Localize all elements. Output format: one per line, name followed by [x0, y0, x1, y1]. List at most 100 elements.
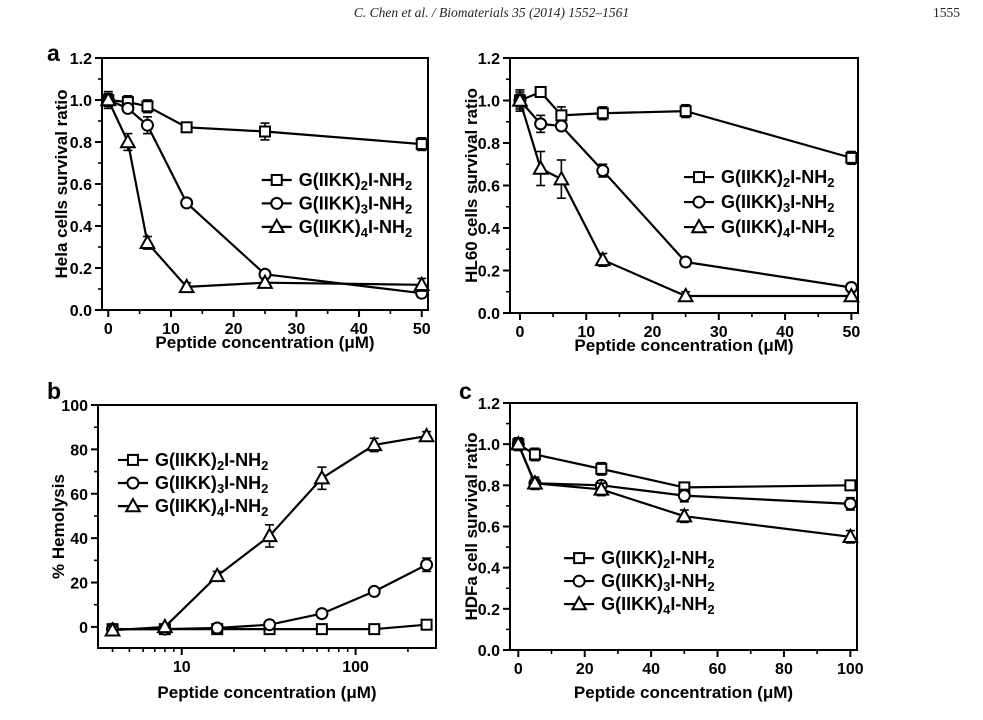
x-tick-label: 10: [173, 659, 191, 676]
x-tick-label: 0: [104, 321, 113, 338]
square-marker: [420, 618, 433, 631]
triangle-marker: [99, 90, 117, 107]
triangle-marker: [261, 526, 279, 543]
y-tick-label: 1.2: [70, 51, 92, 68]
x-tick-label: 80: [775, 661, 793, 678]
circle-marker: [572, 574, 586, 588]
chart-hdfa-survival: c 0 20 40 60 80 100 0.0 0.2 0.4 0.6 0.8 1.0 1.2 Pepti…: [456, 372, 868, 712]
square-marker: [573, 552, 586, 565]
triangle-marker: [208, 566, 226, 583]
y-tick-label: 1.0: [70, 93, 92, 110]
y-tick-label: 0: [79, 620, 88, 637]
x-axis-title: Peptide concentration (μM): [574, 683, 793, 702]
triangle-marker: [138, 233, 156, 249]
triangle-marker: [268, 217, 286, 234]
y-tick-label: 0.6: [478, 179, 500, 196]
y-tick-label: 20: [70, 576, 88, 593]
legend-entry: G(IIKK)2I-NH2: [261, 170, 412, 193]
square-marker: [693, 171, 705, 184]
legend-entry-label: G(IIKK)2I-NH2: [721, 167, 834, 190]
series-triangle: [99, 90, 431, 294]
triangle-marker: [552, 170, 570, 186]
y-tick-label: 40: [70, 531, 88, 548]
square-marker: [315, 623, 328, 636]
square-marker: [534, 86, 547, 98]
circle-marker: [140, 118, 154, 132]
y-tick-label: 0.6: [70, 177, 92, 194]
triangle-marker: [156, 617, 174, 634]
y-tick-label: 1.2: [478, 51, 500, 68]
circle-marker: [210, 621, 224, 635]
legend-entry-label: G(IIKK)2I-NH2: [299, 170, 412, 193]
chart-hemolysis-svg: 10 100 0 20 40 60 80 100 Peptide concentration (…: [49, 398, 437, 702]
x-tick-label: 40: [350, 321, 368, 338]
x-axis-title: Peptide concentration (μM): [155, 333, 374, 352]
y-tick-label: 0.8: [478, 136, 500, 153]
plot-frame: [97, 404, 437, 649]
triangle-marker: [677, 286, 695, 303]
journal-citation: C. Chen et al. / Biomaterials 35 (2014) …: [353, 5, 630, 20]
axes: 0 20 40 60 80 100 0.0 0.2 0.4 0.6 0.8 1.0 1.2: [478, 396, 864, 678]
circle-marker: [126, 476, 140, 490]
chart-hela-svg: 0 10 20 30 40 50 0.0 0.2 0.4 0.6 0.8 1.0 1.2 Peptide …: [52, 51, 431, 352]
circle-marker: [263, 618, 277, 632]
x-tick-label: 10: [162, 321, 180, 338]
legend-entry-label: G(IIKK)4I-NH2: [299, 217, 412, 240]
triangle-marker: [313, 469, 331, 485]
triangle-marker: [592, 480, 610, 496]
series-circle: [106, 557, 434, 636]
circle-marker: [315, 607, 329, 621]
triangle-marker: [526, 474, 544, 490]
x-tick-label: 50: [413, 321, 431, 338]
x-tick-label: 20: [225, 321, 243, 338]
triangle-marker: [570, 595, 588, 611]
legend-entry: G(IIKK)2I-NH2: [564, 548, 715, 571]
panel-label-c: c: [459, 378, 472, 404]
legend-entry-label: G(IIKK)3I-NH2: [601, 571, 714, 594]
triangle-marker: [124, 497, 142, 513]
x-axis-title: Peptide concentration (μM): [574, 336, 793, 355]
axes: 0 10 20 30 40 50 0.0 0.2 0.4 0.6 0.8 1.0 1.2: [70, 51, 431, 338]
circle-marker: [843, 497, 857, 511]
page-number: 1555: [933, 5, 960, 20]
square-marker: [259, 125, 271, 138]
square-marker: [555, 109, 568, 122]
legend-entry-label: G(IIKK)3I-NH2: [721, 192, 834, 215]
square-marker: [126, 453, 139, 466]
x-tick-label: 50: [842, 324, 860, 341]
x-tick-label: 30: [287, 321, 305, 338]
y-tick-label: 60: [70, 487, 88, 504]
circle-marker: [534, 117, 548, 131]
triangle-marker: [365, 435, 383, 452]
x-tick-label: 30: [710, 324, 728, 341]
square-marker: [679, 105, 692, 118]
y-tick-label: 0.4: [478, 221, 500, 238]
y-axis-title: Hela cells survival ratio: [52, 90, 71, 279]
x-tick-label: 0: [514, 661, 523, 678]
y-axis-title: HL60 cells survival ratio: [462, 88, 481, 283]
legend-entry-label: G(IIKK)2I-NH2: [601, 548, 714, 571]
legend-entry-label: G(IIKK)2I-NH2: [155, 450, 268, 473]
chart-hdfa-svg: 0 20 40 60 80 100 0.0 0.2 0.4 0.6 0.8 1.0 1.2 Peptide…: [462, 396, 864, 702]
panel-label-a: a: [47, 40, 60, 66]
circle-marker: [420, 558, 434, 572]
y-tick-label: 0.6: [478, 520, 500, 537]
y-tick-label: 0.0: [478, 643, 500, 660]
triangle-marker: [413, 275, 431, 291]
y-tick-label: 0.2: [70, 261, 92, 278]
y-tick-label: 1.2: [478, 396, 500, 413]
y-tick-label: 0.2: [478, 602, 500, 619]
legend-entry: G(IIKK)4I-NH2: [261, 217, 412, 240]
y-tick-label: 100: [61, 398, 88, 415]
legend-entry-label: G(IIKK)3I-NH2: [299, 193, 412, 216]
circle-marker: [679, 255, 693, 269]
y-tick-label: 1.0: [478, 437, 500, 454]
y-tick-label: 80: [70, 442, 88, 459]
triangle-marker: [509, 435, 527, 451]
legend-entry: G(IIKK)3I-NH2: [564, 571, 715, 594]
page-header: C. Chen et al. / Biomaterials 35 (2014) …: [0, 0, 983, 26]
triangle-marker: [418, 427, 436, 443]
series-triangle: [104, 427, 436, 637]
